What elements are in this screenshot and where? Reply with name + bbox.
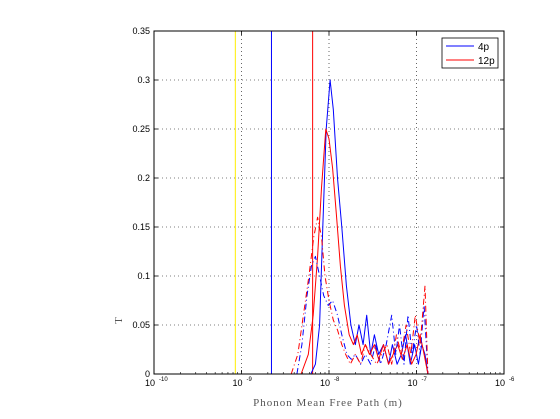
series-lines bbox=[290, 79, 429, 375]
y-tick-label: 0.3 bbox=[137, 75, 150, 85]
y-tick-label: 0.2 bbox=[137, 173, 150, 183]
x-tick-exponent: -9 bbox=[247, 377, 253, 383]
y-tick-label: 0.15 bbox=[132, 222, 150, 232]
x-tick-label: 10 bbox=[145, 378, 155, 388]
x-tick-label: 10 bbox=[407, 378, 417, 388]
x-tick-exponent: -8 bbox=[334, 377, 340, 383]
x-axis-title: Phonon Mean Free Path (m) bbox=[253, 397, 403, 409]
x-tick-label: 10 bbox=[320, 378, 330, 388]
series-4p-dashdot bbox=[296, 255, 429, 375]
x-tick-exponent: -10 bbox=[159, 377, 168, 383]
x-tick-label: 10 bbox=[495, 378, 505, 388]
y-tick-label: 0.05 bbox=[132, 320, 150, 330]
legend-label-12p: 12p bbox=[478, 56, 495, 67]
series-12p-dashdot bbox=[290, 216, 429, 375]
y-tick-label: 0 bbox=[145, 369, 150, 379]
legend-box bbox=[441, 37, 499, 69]
x-tick-label: 10 bbox=[232, 378, 242, 388]
legend-label-4p: 4p bbox=[478, 42, 490, 53]
x-tick-exponent: -7 bbox=[422, 377, 428, 383]
axis-ticks: 0 0.05 0.1 0.15 0.2 0.25 0.3 0.35 10 -10 10 -9 10 -8 1… bbox=[132, 26, 515, 388]
legend: 4p 12p bbox=[441, 37, 499, 69]
y-axis-title: T bbox=[113, 316, 125, 324]
y-tick-label: 0.25 bbox=[132, 124, 150, 134]
y-tick-label: 0.35 bbox=[132, 26, 150, 36]
y-tick-label: 0.1 bbox=[137, 271, 150, 281]
x-tick-exponent: -6 bbox=[509, 377, 515, 383]
series-12p bbox=[300, 128, 429, 375]
